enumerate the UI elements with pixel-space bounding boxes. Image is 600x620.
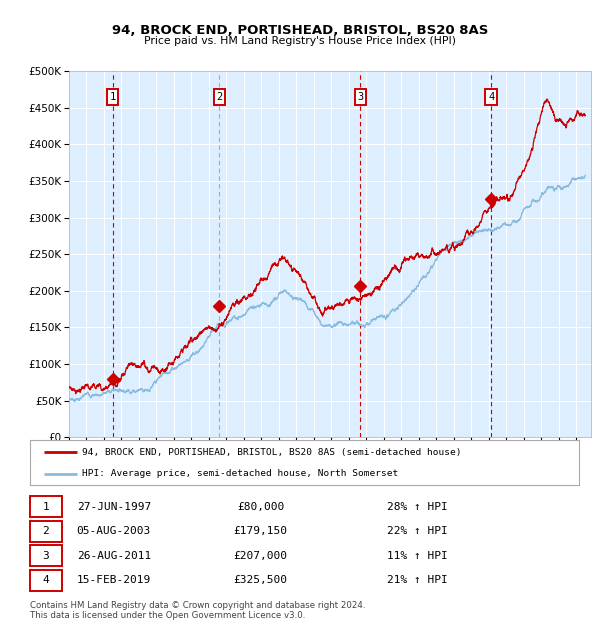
Text: 2: 2 [43,526,49,536]
FancyBboxPatch shape [30,521,62,542]
Text: Contains HM Land Registry data © Crown copyright and database right 2024.: Contains HM Land Registry data © Crown c… [30,601,365,611]
FancyBboxPatch shape [30,496,62,517]
Text: 05-AUG-2003: 05-AUG-2003 [77,526,151,536]
Text: 1: 1 [109,92,116,102]
Text: 3: 3 [43,551,49,560]
Text: 27-JUN-1997: 27-JUN-1997 [77,502,151,512]
Text: 4: 4 [43,575,49,585]
Text: 94, BROCK END, PORTISHEAD, BRISTOL, BS20 8AS: 94, BROCK END, PORTISHEAD, BRISTOL, BS20… [112,24,488,37]
Text: £325,500: £325,500 [233,575,287,585]
Text: 22% ↑ HPI: 22% ↑ HPI [387,526,448,536]
FancyBboxPatch shape [30,545,62,567]
Text: 3: 3 [357,92,364,102]
Text: This data is licensed under the Open Government Licence v3.0.: This data is licensed under the Open Gov… [30,611,305,620]
Text: 28% ↑ HPI: 28% ↑ HPI [387,502,448,512]
Text: 11% ↑ HPI: 11% ↑ HPI [387,551,448,560]
Text: £179,150: £179,150 [233,526,287,536]
Text: 15-FEB-2019: 15-FEB-2019 [77,575,151,585]
Text: £207,000: £207,000 [233,551,287,560]
Text: HPI: Average price, semi-detached house, North Somerset: HPI: Average price, semi-detached house,… [82,469,398,478]
Text: 26-AUG-2011: 26-AUG-2011 [77,551,151,560]
Text: 4: 4 [488,92,494,102]
Text: 1: 1 [43,502,49,512]
Text: 94, BROCK END, PORTISHEAD, BRISTOL, BS20 8AS (semi-detached house): 94, BROCK END, PORTISHEAD, BRISTOL, BS20… [82,448,461,457]
Text: Price paid vs. HM Land Registry's House Price Index (HPI): Price paid vs. HM Land Registry's House … [144,36,456,46]
FancyBboxPatch shape [30,570,62,591]
Text: £80,000: £80,000 [237,502,284,512]
Text: 21% ↑ HPI: 21% ↑ HPI [387,575,448,585]
Text: 2: 2 [217,92,223,102]
